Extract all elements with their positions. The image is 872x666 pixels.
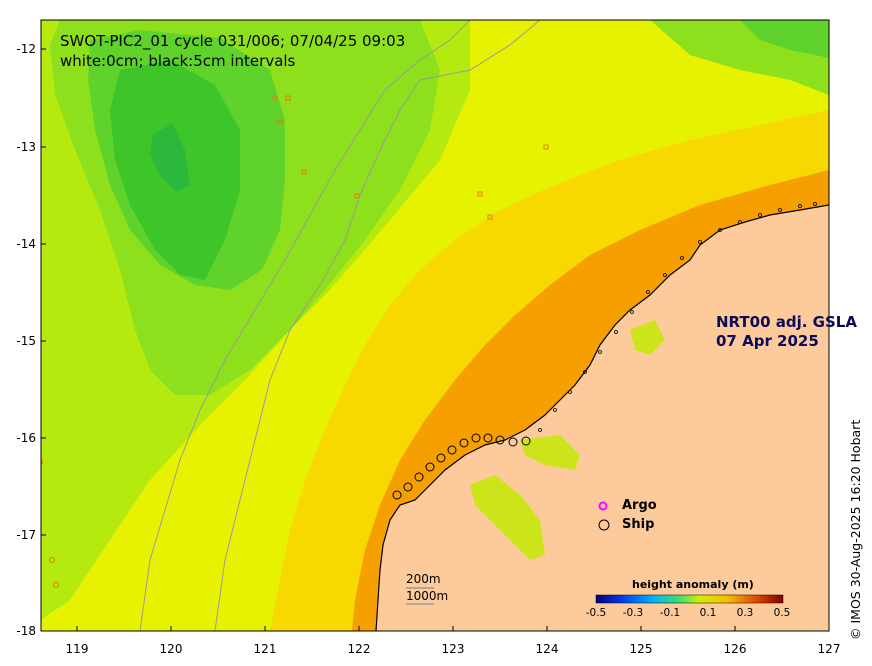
x-tick: 119 (65, 642, 89, 656)
y-tick: -12 (16, 42, 36, 56)
colorbar-title: height anomaly (m) (632, 578, 754, 591)
colorbar-tick: -0.3 (622, 607, 644, 619)
bathy-200m (214, 20, 541, 631)
x-tick: 122 (347, 642, 371, 656)
x-tick: 124 (535, 642, 559, 656)
x-tick: 125 (629, 642, 653, 656)
y-tick: -18 (16, 624, 36, 638)
product-date: 07 Apr 2025 (716, 332, 819, 350)
legend-argo-label: Argo (622, 498, 657, 513)
bay-yellow2 (520, 435, 580, 470)
x-tick: 126 (723, 642, 747, 656)
ship-track-small (538, 202, 817, 432)
legend-ship-label: Ship (622, 517, 655, 532)
argo-legend-symbol (598, 501, 608, 511)
product-name: NRT00 adj. GSLA (716, 313, 857, 331)
x-tick: 120 (159, 642, 183, 656)
y-tick: -17 (16, 528, 36, 542)
argo-markers (41, 95, 549, 588)
plot-frame (40, 19, 830, 632)
y-tick: -13 (16, 140, 36, 154)
coastline (375, 204, 829, 631)
bay-yellow (470, 475, 545, 560)
x-tick: 127 (817, 642, 841, 656)
land-area (376, 205, 829, 631)
x-tick: 123 (441, 642, 465, 656)
sla-contour-green-ne2 (740, 20, 829, 58)
ship-legend-symbol (598, 519, 610, 531)
map-title: SWOT-PIC2_01 cycle 031/006; 07/04/25 09:… (60, 32, 406, 50)
y-tick: -14 (16, 237, 36, 251)
x-tick: 121 (253, 642, 277, 656)
y-tick: -16 (16, 431, 36, 445)
colorbar-tick: -0.5 (585, 607, 607, 619)
scale-label-200: 200m (406, 572, 441, 586)
credit-text: © IMOS 30-Aug-2025 16:20 Hobart (848, 419, 863, 640)
colorbar-tick: 0.3 (736, 607, 754, 619)
colorbar (595, 594, 784, 604)
sla-contour-green-deep (150, 123, 190, 192)
map-subtitle: white:0cm; black:5cm intervals (60, 52, 296, 70)
bathy-1000m (139, 20, 471, 631)
colorbar-tick: -0.1 (659, 607, 681, 619)
y-tick: -15 (16, 334, 36, 348)
scale-label-1000: 1000m (406, 589, 449, 603)
colorbar-tick: 0.5 (773, 607, 791, 619)
ship-track (392, 433, 531, 500)
colorbar-tick: 0.1 (699, 607, 717, 619)
bay-yellow3 (630, 320, 665, 355)
axis-ticks (41, 48, 830, 632)
